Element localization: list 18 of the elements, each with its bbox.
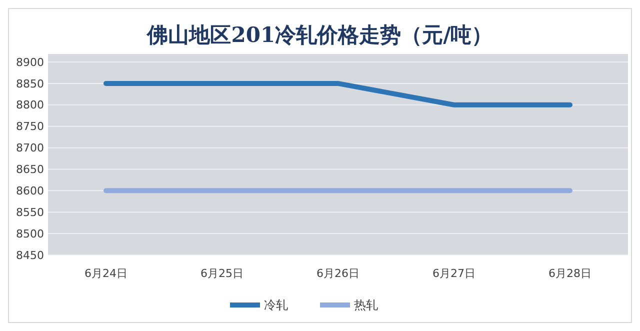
y-tick-label: 8700 <box>16 142 44 155</box>
x-tick-label: 6月27日 <box>432 267 476 280</box>
y-tick-label: 8850 <box>16 77 44 90</box>
y-tick-label: 8550 <box>16 206 44 219</box>
y-tick-label: 8600 <box>16 184 44 198</box>
legend-label: 冷轧 <box>264 298 288 312</box>
y-tick-label: 8650 <box>16 163 44 176</box>
y-tick-label: 8750 <box>16 120 44 134</box>
chart-title: 佛山地区201冷轧价格走势（元/吨） <box>146 22 493 47</box>
y-tick-label: 8450 <box>16 248 44 262</box>
x-tick-label: 6月25日 <box>200 267 244 280</box>
x-tick-label: 6月28日 <box>548 267 592 280</box>
y-tick-label: 8900 <box>16 56 44 69</box>
y-tick-label: 8800 <box>16 98 44 112</box>
x-tick-label: 6月26日 <box>316 267 360 280</box>
y-tick-label: 8500 <box>16 227 44 240</box>
x-tick-label: 6月24日 <box>84 267 128 280</box>
legend-label: 热轧 <box>354 298 378 312</box>
